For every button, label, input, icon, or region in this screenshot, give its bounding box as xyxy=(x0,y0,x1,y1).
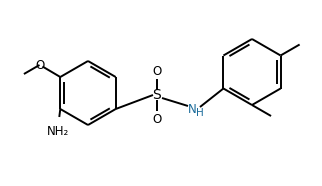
Text: O: O xyxy=(152,113,162,126)
Text: H: H xyxy=(196,108,204,118)
Text: S: S xyxy=(153,88,161,102)
Text: NH₂: NH₂ xyxy=(47,125,70,138)
Text: O: O xyxy=(152,65,162,78)
Text: N: N xyxy=(188,102,196,116)
Text: O: O xyxy=(35,59,44,71)
